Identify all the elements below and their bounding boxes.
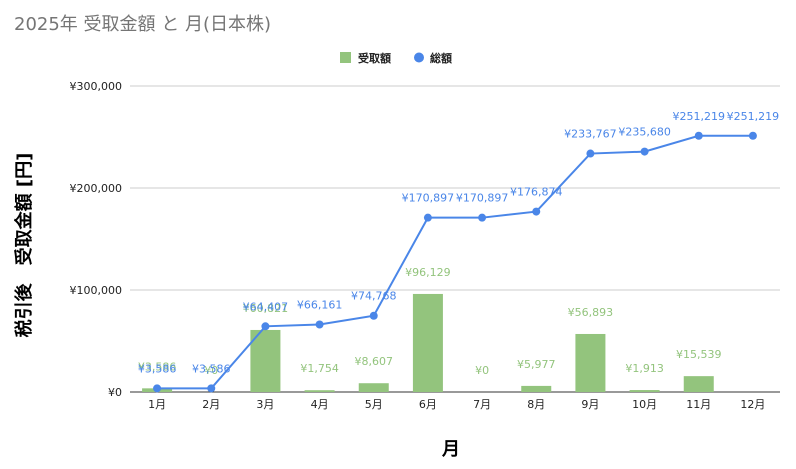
bar-data-label: ¥56,893 [568, 306, 614, 319]
x-tick-label: 9月 [581, 398, 599, 411]
line-data-label: ¥176,874 [510, 186, 563, 199]
y-axis-ticks: ¥0 ¥100,000 ¥200,000 ¥300,000 [70, 80, 123, 399]
line-data-label: ¥251,219 [727, 110, 780, 123]
y-tick-label: ¥0 [108, 386, 122, 399]
line-data-label: ¥64,407 [243, 300, 289, 313]
x-tick-label: 5月 [365, 398, 383, 411]
x-tick-label: 8月 [527, 398, 545, 411]
line-point [694, 131, 703, 140]
line-data-label: ¥74,768 [351, 290, 397, 303]
line-point [261, 322, 270, 331]
x-axis-ticks: 1月 2月 3月 4月 5月 6月 7月 8月 9月 10月 11月 12月 [148, 398, 765, 411]
bar [629, 390, 660, 392]
x-tick-label: 11月 [686, 398, 711, 411]
chart-title: 2025年 受取金額 と 月(日本株) [14, 14, 272, 35]
bar [521, 385, 552, 392]
line-data-label: ¥233,767 [564, 128, 617, 141]
line-point [207, 384, 216, 393]
bar-data-label: ¥0 [204, 364, 218, 377]
x-tick-label: 7月 [473, 398, 491, 411]
line-data-label: ¥170,897 [402, 192, 455, 205]
bar-data-label: ¥96,129 [405, 266, 451, 279]
legend-label-line: 総額 [430, 51, 452, 65]
line-data-labels: ¥3,586 ¥3,586 ¥64,407 ¥66,161 ¥74,768 ¥170,89… [138, 110, 779, 376]
bar-data-label: ¥5,977 [517, 358, 556, 371]
bar-data-label: ¥0 [475, 364, 489, 377]
line-data-label: ¥235,680 [618, 126, 671, 139]
legend-label-bar: 受取額 [358, 51, 391, 65]
line-point [586, 149, 595, 158]
bar-data-label: ¥8,607 [355, 355, 394, 368]
bar-data-label: ¥60,821 [243, 302, 289, 315]
x-tick-label: 12月 [740, 398, 765, 411]
x-tick-label: 1月 [148, 398, 166, 411]
x-tick-label: 4月 [311, 398, 329, 411]
x-tick-label: 2月 [202, 398, 220, 411]
bar [358, 383, 389, 392]
bar-data-label: ¥3,586 [138, 360, 177, 373]
y-tick-label: ¥200,000 [70, 182, 123, 195]
bar [575, 333, 606, 392]
bar [250, 329, 281, 392]
y-axis-title: 税引後 受取金額 [円] [13, 153, 35, 338]
line-point [748, 131, 757, 140]
legend: 受取額 総額 [340, 51, 452, 65]
gridlines [130, 85, 780, 393]
line-point [532, 207, 541, 216]
line-point [315, 320, 324, 329]
line-point [153, 384, 162, 393]
bar-data-label: ¥1,913 [625, 362, 664, 375]
line-data-label: ¥170,897 [456, 192, 509, 205]
line-point [478, 213, 487, 222]
line-point [640, 147, 649, 156]
legend-swatch-line [414, 52, 424, 63]
x-tick-label: 3月 [256, 398, 274, 411]
line-data-label: ¥66,161 [297, 299, 343, 312]
line-point [423, 213, 432, 222]
legend-swatch-bar [340, 52, 351, 63]
bar [412, 293, 443, 392]
line-series [153, 131, 757, 393]
line-data-label: ¥3,586 [138, 362, 177, 375]
bar-data-label: ¥15,539 [676, 348, 722, 361]
line-data-label: ¥251,219 [673, 110, 726, 123]
bar [683, 376, 714, 392]
bars [142, 293, 714, 392]
bar-data-label: ¥1,754 [300, 362, 339, 375]
y-tick-label: ¥300,000 [70, 80, 123, 93]
line-path [157, 134, 753, 390]
y-tick-label: ¥100,000 [70, 284, 123, 297]
x-tick-label: 6月 [419, 398, 437, 411]
bar [304, 390, 335, 392]
line-point [369, 311, 378, 320]
x-axis-title: 月 [441, 439, 460, 460]
line-data-label: ¥3,586 [192, 362, 231, 375]
bar-data-labels: ¥3,586 ¥0¥60,821¥1,754¥8,607¥96,129¥0 ¥5,9… [138, 266, 722, 377]
x-tick-label: 10月 [632, 398, 657, 411]
